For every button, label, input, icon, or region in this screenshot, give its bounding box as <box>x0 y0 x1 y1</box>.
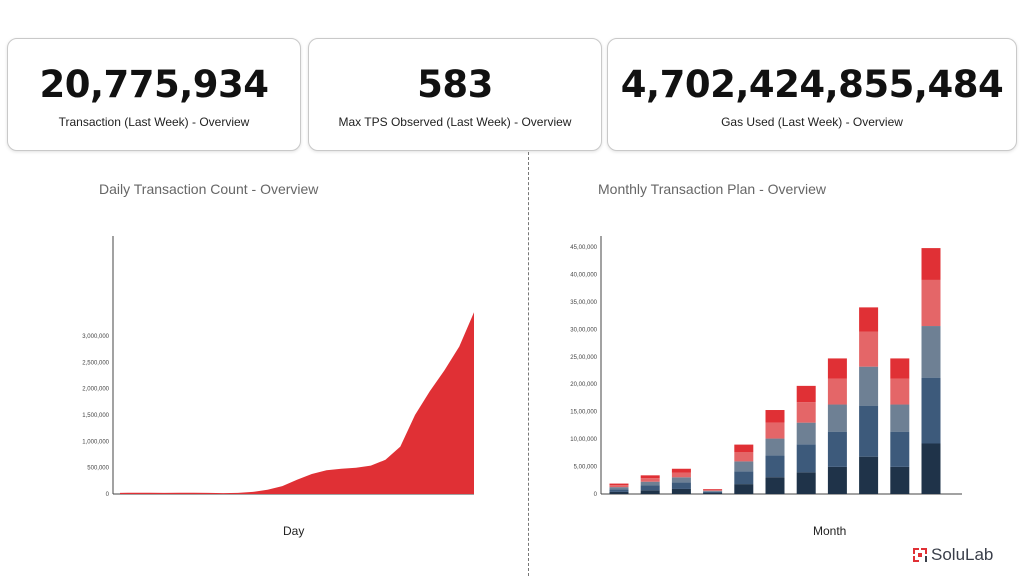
monthly-y-tick-label: 20,00,000 <box>570 382 597 388</box>
chart-title-monthly: Monthly Transaction Plan - Overview <box>598 181 826 197</box>
daily-y-tick-label: 1,500,000 <box>82 413 109 419</box>
chart-title-daily: Daily Transaction Count - Overview <box>99 181 319 197</box>
bar-segment-month-11-series-5 <box>921 248 941 280</box>
x-axis-label-day: Day <box>283 524 305 538</box>
bar-segment-month-9-series-3 <box>859 366 879 406</box>
daily-transaction-area <box>120 312 474 494</box>
bar-segment-month-1-series-3 <box>609 487 629 490</box>
bar-segment-month-7-series-1 <box>796 472 816 494</box>
bar-segment-month-4-series-2 <box>703 491 723 494</box>
daily-y-tick-label: 500,000 <box>87 466 109 472</box>
bar-segment-month-9-series-2 <box>859 405 879 457</box>
bar-segment-month-8-series-1 <box>827 466 847 494</box>
bar-segment-month-11-series-3 <box>921 326 941 378</box>
bar-segment-month-9-series-4 <box>859 331 879 367</box>
bar-segment-month-11-series-4 <box>921 279 941 327</box>
bar-segment-month-8-series-5 <box>827 358 847 379</box>
bar-segment-month-9-series-1 <box>859 456 879 494</box>
stat-label: Transaction (Last Week) - Overview <box>58 115 250 129</box>
bar-segment-month-1-series-5 <box>609 483 629 486</box>
bar-segment-month-6-series-2 <box>765 455 785 478</box>
bar-segment-month-10-series-2 <box>890 431 910 467</box>
monthly-y-tick-label: 10,00,000 <box>570 437 597 443</box>
bar-segment-month-1-series-2 <box>609 489 629 492</box>
bar-segment-month-8-series-4 <box>827 378 847 405</box>
bar-segment-month-11-series-1 <box>921 443 941 494</box>
bar-segment-month-4-series-1 <box>703 493 723 494</box>
daily-y-tick-label: 2,500,000 <box>82 360 109 366</box>
solulab-logo-icon <box>913 548 927 562</box>
monthly-y-tick-label: 25,00,000 <box>570 355 597 361</box>
monthly-y-tick-label: 15,00,000 <box>570 410 597 416</box>
bar-segment-month-5-series-5 <box>734 444 754 453</box>
stat-card-gas-used: 4,702,424,855,484 Gas Used (Last Week) -… <box>607 38 1017 151</box>
daily-y-tick-label: 0 <box>106 492 110 498</box>
monthly-y-tick-label: 40,00,000 <box>570 272 597 278</box>
bar-segment-month-2-series-1 <box>640 490 660 494</box>
section-divider <box>528 152 529 576</box>
bar-segment-month-2-series-3 <box>640 481 660 486</box>
bar-segment-month-6-series-4 <box>765 422 785 439</box>
bar-segment-month-10-series-3 <box>890 404 910 432</box>
bar-segment-month-7-series-3 <box>796 422 816 445</box>
monthly-y-tick-label: 30,00,000 <box>570 327 597 333</box>
monthly-y-tick-label: 35,00,000 <box>570 300 597 306</box>
bar-segment-month-1-series-1 <box>609 491 629 494</box>
bar-segment-month-4-series-5 <box>703 489 723 490</box>
bar-segment-month-5-series-1 <box>734 484 754 494</box>
bar-segment-month-2-series-5 <box>640 475 660 479</box>
bar-segment-month-6-series-1 <box>765 477 785 494</box>
bar-segment-month-3-series-2 <box>671 482 691 489</box>
stat-value: 583 <box>417 63 493 106</box>
solulab-logo: SoluLab <box>913 545 993 565</box>
bar-segment-month-7-series-2 <box>796 444 816 473</box>
bar-segment-month-3-series-4 <box>671 472 691 478</box>
daily-y-tick-label: 3,000,000 <box>82 334 109 340</box>
bar-segment-month-9-series-5 <box>859 307 879 332</box>
bar-segment-month-5-series-4 <box>734 452 754 462</box>
monthly-y-tick-label: 45,00,000 <box>570 245 597 251</box>
bar-segment-month-8-series-2 <box>827 431 847 467</box>
monthly-y-tick-label: 0 <box>594 492 598 498</box>
bar-segment-month-10-series-4 <box>890 378 910 405</box>
bar-segment-month-3-series-5 <box>671 468 691 473</box>
bar-segment-month-3-series-3 <box>671 477 691 483</box>
bar-segment-month-10-series-1 <box>890 466 910 494</box>
bar-segment-month-6-series-5 <box>765 410 785 423</box>
bar-segment-month-8-series-3 <box>827 404 847 432</box>
bar-segment-month-10-series-5 <box>890 358 910 379</box>
daily-y-tick-label: 2,000,000 <box>82 387 109 393</box>
bar-segment-month-4-series-3 <box>703 490 723 492</box>
bar-segment-month-5-series-3 <box>734 461 754 472</box>
bar-segment-month-2-series-4 <box>640 478 660 482</box>
bar-segment-month-7-series-4 <box>796 402 816 423</box>
stat-card-max-tps: 583 Max TPS Observed (Last Week) - Overv… <box>308 38 602 151</box>
bar-segment-month-2-series-2 <box>640 485 660 491</box>
stat-value: 4,702,424,855,484 <box>620 63 1004 106</box>
bar-segment-month-11-series-2 <box>921 377 941 444</box>
brand-name: SoluLab <box>931 545 994 564</box>
stat-value: 20,775,934 <box>39 63 269 106</box>
stat-label: Max TPS Observed (Last Week) - Overview <box>338 115 572 129</box>
stat-card-transactions: 20,775,934 Transaction (Last Week) - Ove… <box>7 38 301 151</box>
stat-label: Gas Used (Last Week) - Overview <box>721 115 903 129</box>
daily-y-tick-label: 1,000,000 <box>82 439 109 445</box>
bar-segment-month-3-series-1 <box>671 488 691 494</box>
bar-segment-month-7-series-5 <box>796 385 816 403</box>
bar-segment-month-4-series-4 <box>703 489 723 491</box>
monthly-y-tick-label: 5,00,000 <box>574 465 598 471</box>
bar-segment-month-5-series-2 <box>734 471 754 485</box>
bar-segment-month-6-series-3 <box>765 438 785 456</box>
bar-segment-month-1-series-4 <box>609 485 629 488</box>
x-axis-label-month: Month <box>813 524 847 538</box>
